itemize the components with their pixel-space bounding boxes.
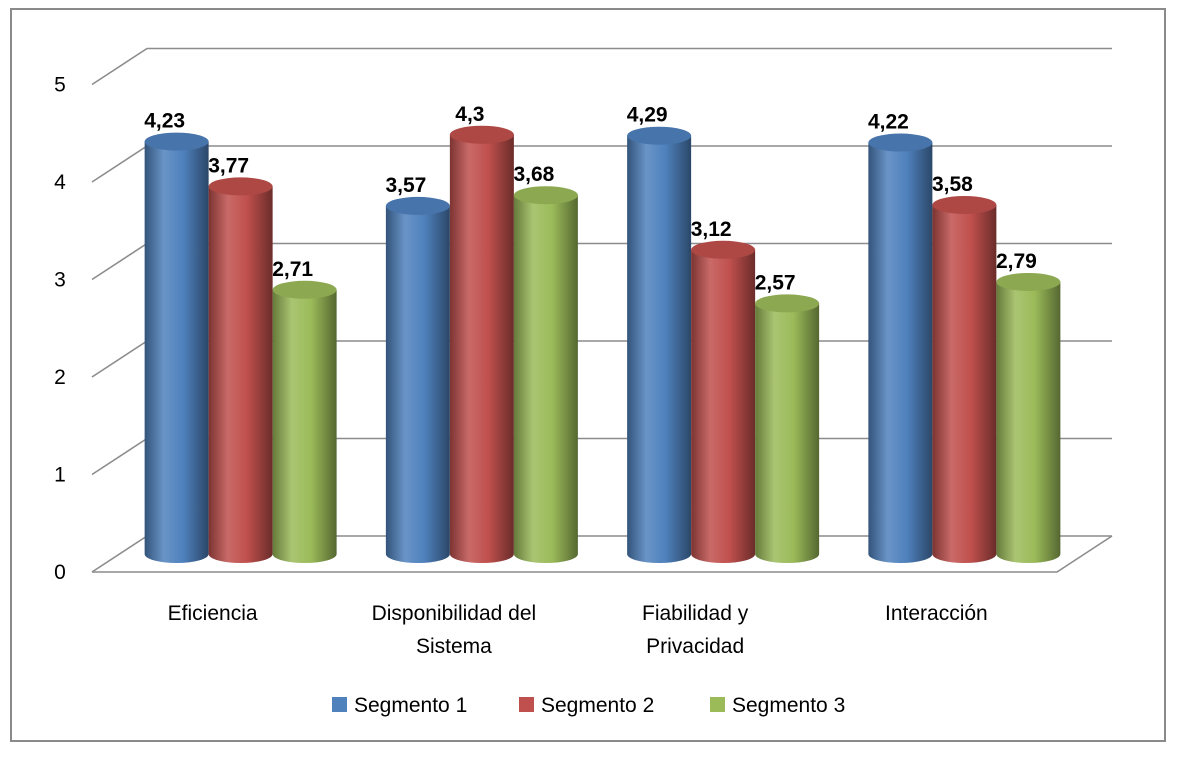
data-label: 4,29 [627,104,668,127]
y-tick-label: 4 [54,171,66,194]
bar [513,186,578,563]
legend-label: Segmento 2 [541,694,654,717]
y-tick-label: 5 [54,74,66,97]
floor-edge [92,535,1113,573]
data-label: 2,57 [755,271,796,294]
x-category-label: Eficiencia [168,602,258,625]
bar [691,240,756,564]
legend-label: Segmento 3 [732,694,845,717]
bar [755,294,820,563]
data-label: 4,3 [455,103,484,126]
bar [144,132,209,563]
data-label: 4,22 [868,111,909,134]
chart-svg: 0 1 2 3 4 5 4,23 3,77 2,71 3,57 4,3 3,68 4,29 3,12 2,… [54,47,1113,717]
x-category-label: Fiabilidad y [642,602,749,625]
bar [996,272,1061,563]
legend-swatch [710,697,725,712]
data-labels: 4,23 3,77 2,71 3,57 4,3 3,68 4,29 3,12 2,57 4,22 3… [144,103,1037,295]
y-tick-label: 0 [54,561,66,584]
legend-swatch [332,697,347,712]
legend: Segmento 1 Segmento 2 Segmento 3 [332,694,845,717]
y-tick-label: 1 [54,464,66,487]
x-category-label: Interacción [885,602,988,625]
bar [272,280,337,563]
bars [144,125,1061,564]
x-category-label: Sistema [416,635,492,658]
data-label: 3,58 [932,173,973,196]
x-axis-categories: Eficiencia Disponibilidad del Sistema Fiabi… [168,602,988,658]
bar [627,126,692,563]
data-label: 3,57 [385,174,426,197]
chart-frame: 0 1 2 3 4 5 4,23 3,77 2,71 3,57 4,3 3,68 4,29 3,12 2,… [10,8,1166,742]
data-label: 3,12 [691,218,732,241]
legend-swatch [519,697,534,712]
data-label: 4,23 [144,110,185,133]
data-label: 3,68 [513,163,554,186]
y-tick-label: 3 [54,269,66,292]
bar [208,177,273,564]
data-label: 2,71 [272,258,313,281]
gridline [91,47,1112,86]
y-tick-label: 2 [54,366,66,389]
bar [449,125,514,563]
data-label: 2,79 [996,250,1037,273]
x-category-label: Privacidad [646,635,744,658]
data-label: 3,77 [208,154,249,177]
bar [932,195,997,563]
bar [868,133,933,564]
y-axis-ticks: 0 1 2 3 4 5 [54,74,66,585]
bar [385,196,450,564]
x-category-label: Disponibilidad del [372,602,537,625]
legend-label: Segmento 1 [354,694,467,717]
